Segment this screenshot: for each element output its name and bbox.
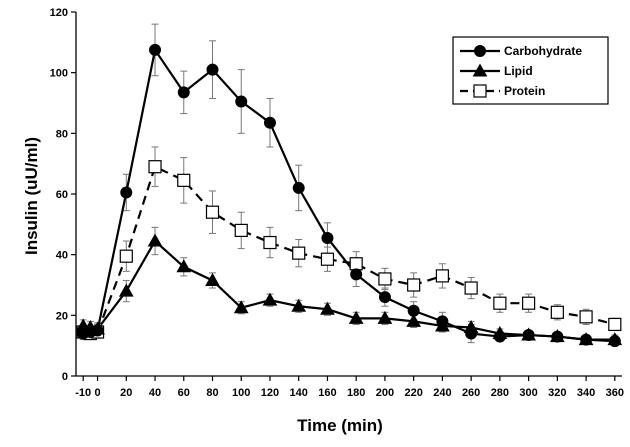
x-tick-label: 120	[261, 387, 279, 399]
x-tick-label: 100	[232, 387, 250, 399]
data-point-protein	[292, 246, 306, 260]
y-tick-label: 80	[56, 128, 68, 140]
data-point-lipid	[176, 259, 192, 273]
data-point-carbohydrate	[235, 95, 248, 108]
legend-marker-protein	[473, 84, 487, 98]
x-tick-label: -10	[75, 387, 91, 399]
data-point-lipid	[262, 292, 278, 306]
x-tick-label: 320	[548, 387, 566, 399]
x-tick-label: 0	[94, 387, 100, 399]
data-point-protein	[349, 257, 363, 271]
x-tick-label: 80	[206, 387, 218, 399]
y-tick-label: 100	[50, 68, 68, 80]
data-point-protein	[177, 173, 191, 187]
data-point-lipid	[233, 300, 249, 314]
data-point-lipid	[320, 301, 335, 315]
data-point-protein	[579, 310, 593, 324]
y-tick-label: 60	[56, 189, 68, 201]
data-point-carbohydrate	[378, 291, 391, 304]
data-point-lipid	[348, 310, 364, 324]
data-point-lipid	[291, 298, 307, 312]
data-point-carbohydrate	[91, 324, 104, 337]
data-point-carbohydrate	[206, 63, 219, 76]
data-point-lipid	[205, 272, 220, 286]
markers-lipid	[75, 233, 623, 346]
data-point-carbohydrate	[321, 231, 334, 244]
series-line-lipid	[82, 239, 615, 341]
x-tick-label: 40	[149, 387, 161, 399]
markers-protein	[76, 160, 622, 341]
legend-label: Protein	[504, 84, 545, 98]
data-point-lipid	[147, 233, 163, 247]
x-tick-label: 300	[519, 387, 537, 399]
data-point-carbohydrate	[522, 329, 535, 342]
data-point-protein	[148, 160, 162, 174]
x-tick-label: 140	[290, 387, 308, 399]
x-tick-label: 160	[318, 387, 336, 399]
y-tick-label: 40	[56, 250, 68, 262]
x-tick-label: 260	[462, 387, 480, 399]
markers-carbohydrate	[77, 43, 621, 348]
data-point-protein	[407, 278, 421, 292]
legend-label: Lipid	[504, 64, 533, 78]
y-tick-label: 0	[62, 371, 68, 383]
x-tick-label: 200	[376, 387, 394, 399]
data-point-carbohydrate	[177, 86, 190, 99]
data-point-protein	[493, 296, 507, 310]
data-point-carbohydrate	[551, 330, 564, 343]
data-point-protein	[234, 223, 248, 237]
data-point-lipid	[406, 313, 422, 327]
x-tick-label: 280	[491, 387, 509, 399]
legend-marker-lipid	[472, 63, 488, 77]
x-tick-label: 20	[120, 387, 132, 399]
data-point-lipid	[377, 310, 393, 324]
legend-label: Carbohydrate	[504, 44, 582, 58]
data-point-carbohydrate	[580, 333, 593, 346]
legend: Carbohydrate Lipid Protein	[452, 36, 609, 105]
data-point-carbohydrate	[407, 304, 420, 317]
data-point-protein	[378, 272, 392, 286]
data-point-carbohydrate	[493, 330, 506, 343]
data-point-protein	[550, 305, 564, 319]
x-tick-label: 220	[404, 387, 422, 399]
data-point-protein	[608, 317, 622, 332]
x-tick-label: 240	[433, 387, 451, 399]
legend-marker-carbohydrate	[474, 45, 486, 57]
data-point-carbohydrate	[149, 43, 162, 56]
series-line-protein	[82, 165, 616, 335]
data-point-carbohydrate	[292, 181, 305, 194]
data-point-carbohydrate	[436, 315, 449, 328]
x-axis-title: Time (min)	[297, 416, 383, 435]
data-point-protein	[464, 281, 478, 295]
data-point-protein	[205, 205, 220, 219]
x-tick-label: 360	[606, 387, 624, 399]
data-point-carbohydrate	[120, 186, 133, 199]
data-point-protein	[119, 249, 133, 263]
x-tick-label: 340	[577, 387, 595, 399]
y-tick-label: 120	[50, 7, 68, 19]
y-axis-title: Insulin (uU/ml)	[22, 137, 41, 255]
data-point-protein	[320, 252, 335, 266]
data-point-protein	[522, 296, 536, 310]
y-tick-label: 20	[56, 310, 68, 322]
data-point-carbohydrate	[608, 335, 621, 348]
series-layer	[75, 23, 623, 348]
data-point-carbohydrate	[350, 268, 363, 281]
data-point-protein	[435, 269, 449, 283]
data-point-carbohydrate	[263, 116, 276, 129]
x-tick-label: 60	[178, 387, 190, 399]
data-point-protein	[263, 235, 277, 250]
data-point-lipid	[118, 283, 134, 297]
data-point-carbohydrate	[465, 327, 478, 340]
x-tick-label: 180	[347, 387, 365, 399]
